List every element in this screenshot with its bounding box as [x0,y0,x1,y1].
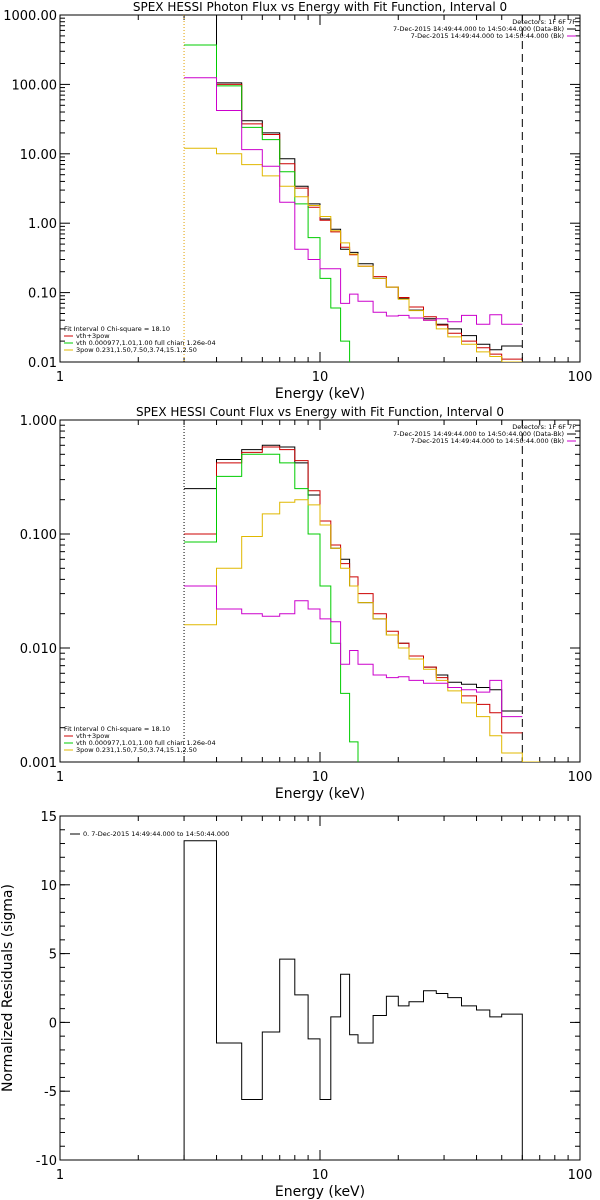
info-text: Detectors: 1F 6F 7F [512,423,576,431]
chart-panel-1: SPEX HESSI Photon Flux vs Energy with Fi… [3,0,592,402]
y-tick-label: 0.010 [20,642,57,657]
plot-area [184,15,523,362]
info-text: 7-Dec-2015 14:49:44.000 to 14:50:44.000 … [411,437,564,445]
y-tick-label: 0.001 [20,756,57,771]
chart-panel-3: 1 10 100 15 10 5 0 -5 -10 Energy (keV) Normalized … [0,810,592,1200]
y-tick-label: 1.000 [20,414,57,429]
x-tick-label: 10 [312,370,329,385]
x-tick-label: 100 [568,1168,593,1183]
y-tick-label: 1000.00 [3,9,57,24]
y-tick-label: -5 [44,1085,57,1100]
x-tick-label: 1 [56,1168,64,1183]
x-tick-label: 100 [568,770,593,785]
series-line [184,44,351,362]
y-tick-label: 10 [40,879,57,894]
info-text: 7-Dec-2015 14:49:44.000 to 14:50:44.000 … [393,25,564,33]
y-tick-label: 0.10 [28,287,57,302]
y-tick-label: 10.00 [20,148,57,163]
x-tick-label: 1 [56,770,64,785]
legend-text: Fit Interval 0 Chi-square = 18.10 [64,725,170,733]
legend-text: Fit Interval 0 Chi-square = 18.10 [64,325,170,333]
legend-text: 3pow 0.231,1.50,7.50,3.74,15.1,2.50 [76,346,197,354]
x-axis-label: Energy (keV) [275,1184,365,1200]
y-tick-label: 100.00 [12,78,58,93]
x-tick-label: 100 [568,370,593,385]
x-tick-label: 1 [56,370,64,385]
plot-area [184,444,541,762]
plot-area [183,840,523,1160]
series-line [184,453,359,762]
series-line [184,499,541,762]
chart-title: SPEX HESSI Count Flux vs Energy with Fit… [136,405,504,419]
legend-text: 3pow 0.231,1.50,7.50,3.74,15.1,2.50 [76,746,197,754]
legend-text: vth+3pow [76,332,110,340]
chart-panel-2: SPEX HESSI Count Flux vs Energy with Fit… [20,405,593,802]
legend-text: 0. 7-Dec-2015 14:49:44.000 to 14:50:44.0… [83,830,229,838]
x-tick-label: 10 [312,1168,329,1183]
x-tick-label: 10 [312,770,329,785]
series-line [184,77,523,325]
x-axis-label: Energy (keV) [275,386,365,402]
y-tick-label: 0 [49,1016,57,1031]
y-tick-label: 5 [49,948,57,963]
y-axis-label: Normalized Residuals (sigma) [0,884,16,1092]
y-tick-label: 0.01 [28,356,57,371]
x-axis-label: Energy (keV) [275,786,365,802]
series-line [183,840,523,1160]
info-text: 7-Dec-2015 14:49:44.000 to 14:50:44.000 … [411,32,564,40]
y-tick-label: 15 [40,810,57,825]
legend-text: vth 0.000977,1.01,1.00 full chian 1.26e-… [76,339,216,347]
chart-title: SPEX HESSI Photon Flux vs Energy with Fi… [133,0,507,14]
info-text: 7-Dec-2015 14:49:44.000 to 14:50:44.000 … [393,430,564,438]
info-text: Detectors: 1F 6F 7F [512,18,576,26]
y-tick-label: 0.100 [20,528,57,543]
legend-text: vth+3pow [76,732,110,740]
series-line [184,585,523,718]
legend-text: vth 0.000977,1.01,1.00 full chian 1.26e-… [76,739,216,747]
y-tick-label: -10 [36,1154,57,1169]
y-tick-label: 1.00 [28,217,57,232]
